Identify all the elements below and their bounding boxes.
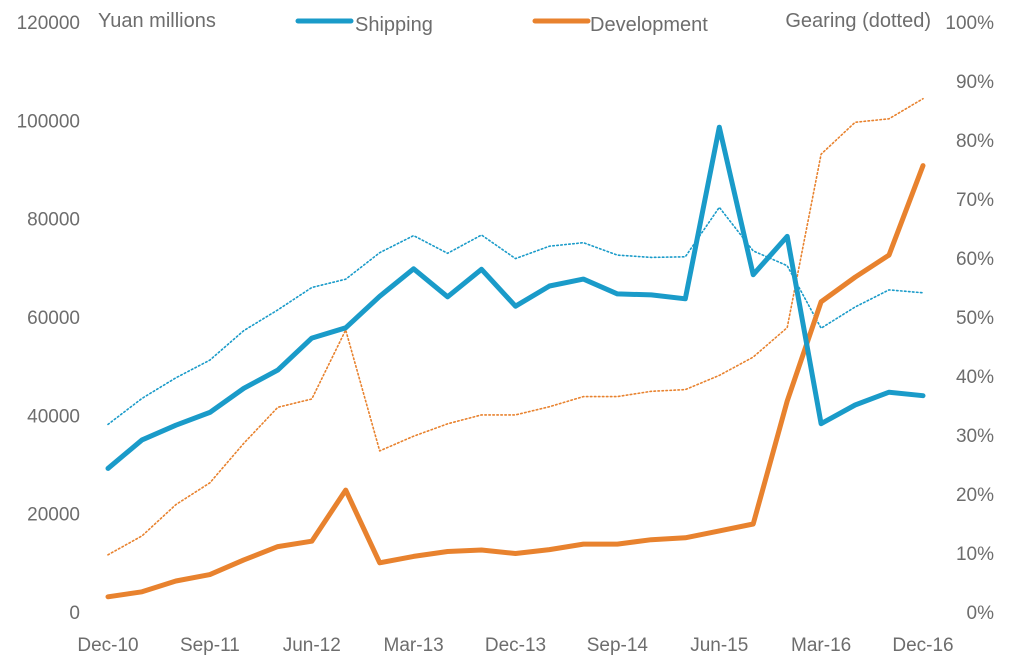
series-line-shipping-gearing <box>107 206 924 426</box>
series-line-shipping <box>105 124 926 471</box>
series-line-development-gearing <box>107 97 924 556</box>
y-tick-label: 60000 <box>27 308 80 329</box>
y-tick-label: 0 <box>69 603 80 624</box>
legend-label-development: Development <box>590 14 708 36</box>
y2-tick-label: 40% <box>956 367 994 388</box>
x-tick-label: Jun-15 <box>690 635 748 656</box>
y-tick-label: 20000 <box>27 505 80 526</box>
y2-tick-label: 80% <box>956 131 994 152</box>
right-axis-label: Gearing (dotted) <box>785 10 931 32</box>
y2-tick-label: 60% <box>956 249 994 270</box>
y-axis-label: Yuan millions <box>98 10 216 32</box>
x-tick-label: Dec-10 <box>77 635 138 656</box>
y-tick-label: 40000 <box>27 406 80 427</box>
x-tick-label: Dec-16 <box>892 635 953 656</box>
x-axis-ticks: Dec-10 Sep-11 Jun-12 Mar-13 Dec-13 Sep-14 Jun-… <box>77 635 953 656</box>
y2-tick-label: 100% <box>945 13 994 34</box>
y2-tick-label: 20% <box>956 485 994 506</box>
y-tick-label: 100000 <box>17 111 80 132</box>
x-tick-label: Dec-13 <box>485 635 546 656</box>
x-tick-label: Sep-14 <box>587 635 649 656</box>
legend-label-shipping: Shipping <box>355 14 433 36</box>
left-axis-ticks: 0 20000 40000 60000 80000 100000 120000 <box>17 13 80 624</box>
y2-tick-label: 50% <box>956 308 994 329</box>
y2-tick-label: 70% <box>956 190 994 211</box>
legend: Yuan millions Shipping Development Geari… <box>98 10 931 36</box>
series-layer <box>105 97 926 600</box>
y2-tick-label: 10% <box>956 544 994 565</box>
y2-tick-label: 90% <box>956 72 994 93</box>
x-tick-label: Mar-13 <box>384 635 444 656</box>
x-tick-label: Sep-11 <box>180 635 240 656</box>
right-axis-ticks: 0% 10% 20% 30% 40% 50% 60% 70% 80% 90% 100% <box>945 13 994 624</box>
x-tick-label: Jun-12 <box>283 635 341 656</box>
y-tick-label: 80000 <box>27 210 80 231</box>
y2-tick-label: 30% <box>956 426 994 447</box>
x-tick-label: Mar-16 <box>791 635 851 656</box>
y-tick-label: 120000 <box>17 13 80 34</box>
series-line-development <box>105 163 926 600</box>
y2-tick-label: 0% <box>967 603 995 624</box>
